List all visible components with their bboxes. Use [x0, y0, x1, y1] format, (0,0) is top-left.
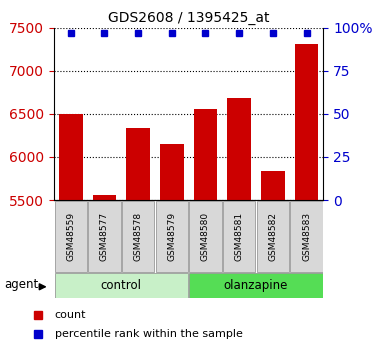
FancyBboxPatch shape	[122, 201, 154, 272]
Text: agent: agent	[4, 278, 38, 291]
Text: GSM48581: GSM48581	[235, 212, 244, 261]
Text: GSM48577: GSM48577	[100, 212, 109, 261]
Bar	[194, 109, 217, 200]
Text: GSM48578: GSM48578	[134, 212, 142, 261]
Text: GSM48579: GSM48579	[167, 212, 176, 261]
FancyBboxPatch shape	[88, 201, 121, 272]
FancyBboxPatch shape	[55, 201, 87, 272]
Bar	[93, 195, 116, 200]
FancyBboxPatch shape	[189, 201, 222, 272]
Bar	[160, 144, 184, 200]
FancyBboxPatch shape	[223, 201, 255, 272]
Text: GSM48582: GSM48582	[268, 212, 277, 261]
FancyBboxPatch shape	[257, 201, 289, 272]
Text: GSM48583: GSM48583	[302, 212, 311, 261]
Text: percentile rank within the sample: percentile rank within the sample	[55, 329, 243, 339]
Bar	[228, 98, 251, 200]
Bar	[59, 114, 82, 200]
Text: control: control	[101, 279, 142, 292]
Bar	[126, 128, 150, 200]
FancyBboxPatch shape	[290, 201, 323, 272]
Text: olanzapine: olanzapine	[224, 279, 288, 292]
FancyBboxPatch shape	[189, 273, 323, 298]
FancyBboxPatch shape	[55, 273, 188, 298]
Title: GDS2608 / 1395425_at: GDS2608 / 1395425_at	[108, 11, 270, 25]
Text: GSM48580: GSM48580	[201, 212, 210, 261]
FancyBboxPatch shape	[156, 201, 188, 272]
Text: count: count	[55, 310, 86, 319]
Bar	[261, 171, 285, 200]
Bar	[295, 44, 318, 200]
Text: GSM48559: GSM48559	[66, 212, 75, 261]
